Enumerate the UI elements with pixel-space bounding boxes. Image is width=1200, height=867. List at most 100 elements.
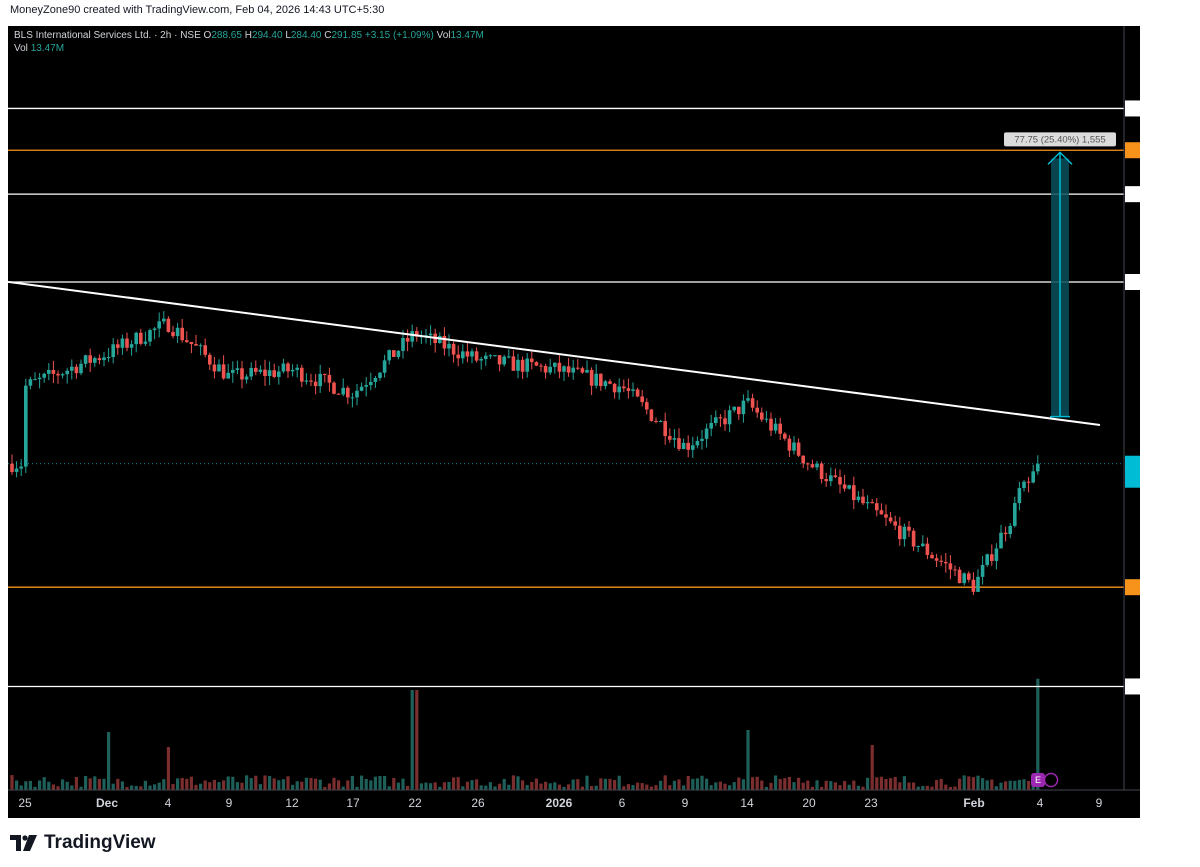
volume-bar	[801, 782, 805, 790]
candle-body	[691, 445, 695, 450]
volume-bar	[318, 779, 322, 790]
volume-bar	[746, 730, 750, 790]
volume-bar	[594, 785, 598, 790]
candle-body	[603, 381, 608, 387]
volume-bar	[392, 777, 396, 790]
volume-bar	[406, 785, 410, 790]
candle-body	[116, 344, 120, 348]
candle-body	[396, 350, 401, 358]
candle-body	[19, 466, 23, 469]
volume-bar	[24, 781, 28, 790]
low-value: 284.40	[290, 30, 322, 41]
volume-bar	[760, 780, 764, 790]
volume-bar	[369, 780, 373, 790]
candle-body	[166, 318, 171, 332]
candle-body	[626, 388, 631, 391]
volume-bar	[778, 779, 782, 790]
time-tick-label: 9	[226, 796, 233, 810]
candle-body	[750, 398, 755, 408]
volume-bar	[829, 781, 833, 790]
volume-bar	[755, 776, 759, 790]
candle-body	[258, 369, 263, 372]
candle-body	[323, 373, 327, 375]
candle-body	[93, 358, 97, 363]
candle-body	[815, 463, 819, 468]
change-value: +3.15 (+1.09%)	[364, 30, 434, 41]
volume-bar	[985, 780, 989, 790]
volume-bar	[870, 745, 874, 790]
candle-body	[369, 381, 373, 386]
volume-bar	[636, 782, 640, 790]
volume-bar	[456, 777, 460, 790]
candle-body	[516, 359, 520, 371]
volume-bar	[102, 778, 106, 790]
volume-bar	[493, 786, 497, 790]
volume-bar	[125, 786, 129, 790]
volume-bar	[866, 777, 870, 790]
candle-body	[493, 355, 497, 357]
candle-body	[295, 367, 299, 370]
volume-bar	[272, 778, 276, 790]
candle-body	[769, 418, 773, 431]
volume-bar	[254, 775, 258, 790]
candle-body	[387, 350, 391, 361]
candle-body	[934, 558, 939, 561]
candle-body	[930, 554, 934, 559]
candle-body	[281, 363, 286, 372]
volume-bar	[861, 786, 865, 790]
candle-body	[842, 484, 847, 489]
candle-body	[704, 428, 709, 439]
dividend-badge	[1043, 772, 1059, 788]
volume-bar	[613, 780, 617, 790]
volume-bar	[1004, 781, 1008, 790]
candle-body	[125, 338, 129, 348]
volume-bar	[884, 778, 888, 790]
candle-body	[856, 496, 861, 501]
candle-body	[392, 350, 396, 358]
volume-bar	[1017, 779, 1021, 790]
candle-body	[617, 386, 621, 393]
volume-bar	[364, 778, 368, 790]
volume-bar	[921, 786, 925, 790]
candle-body	[327, 374, 332, 383]
candle-body	[948, 563, 953, 570]
volume-bar	[875, 777, 879, 790]
volume-bar	[332, 777, 336, 790]
level-price-badge	[1125, 678, 1140, 695]
volume-bar	[65, 781, 69, 790]
candle-body	[415, 331, 419, 337]
candle-body	[470, 351, 474, 357]
volume-bar	[511, 775, 515, 790]
volume-bar	[166, 747, 170, 790]
volume-bar	[534, 778, 538, 790]
time-tick-label: 2026	[546, 796, 573, 810]
candle-body	[355, 390, 359, 398]
volume-bar	[148, 785, 152, 790]
candle-body	[994, 548, 999, 561]
candle-body	[654, 420, 658, 422]
volume-bar	[203, 780, 207, 790]
candle-body	[755, 407, 759, 413]
volume-bar	[507, 784, 511, 790]
time-tick-label: Dec	[96, 796, 118, 810]
chart-legend: BLS International Services Ltd. · 2h · N…	[14, 30, 484, 54]
symbol-title: BLS International Services Ltd. · 2h · N…	[14, 30, 201, 41]
candle-body	[511, 356, 516, 371]
price-axis-bg	[1124, 26, 1140, 818]
volume-bar	[484, 785, 488, 790]
volume-bar	[84, 776, 88, 790]
volume-bar	[488, 782, 492, 790]
candle-body	[313, 381, 318, 387]
volume-bar	[447, 781, 451, 790]
volume-bar	[258, 784, 262, 790]
chart-background	[8, 26, 1140, 818]
volume-bar	[327, 783, 331, 790]
volume-bar	[479, 785, 483, 790]
candle-body	[861, 496, 865, 504]
volume-bar	[994, 786, 998, 790]
volume-bar	[622, 786, 626, 790]
price-chart[interactable]: 77.75 (25.40%) 1,555 E 210.00220.00230.00…	[8, 26, 1140, 818]
candle-body	[580, 368, 585, 373]
candle-body	[364, 385, 368, 387]
candle-body	[622, 386, 626, 389]
